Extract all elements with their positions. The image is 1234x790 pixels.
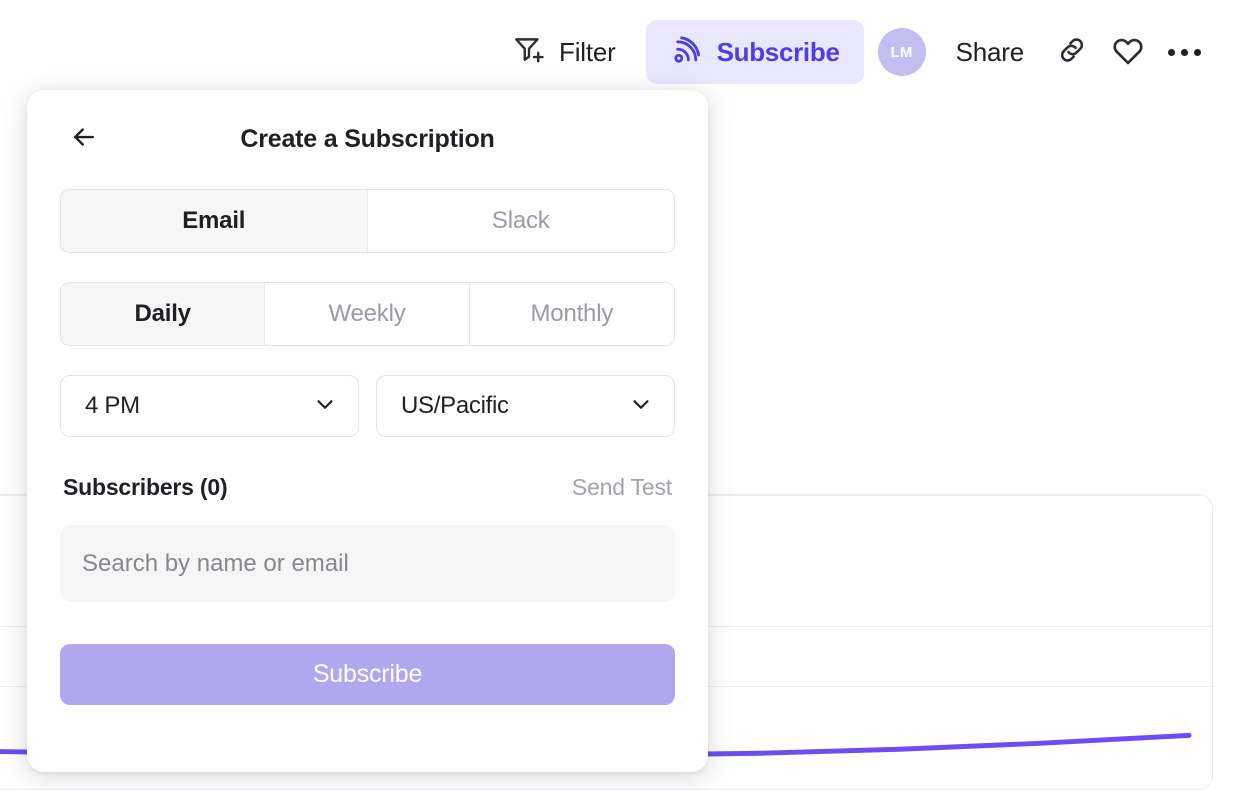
subscribe-label: Subscribe <box>716 36 840 67</box>
frequency-option-monthly[interactable]: Monthly <box>469 283 674 345</box>
back-button[interactable] <box>61 117 107 163</box>
channel-segmented-control: Email Slack <box>60 189 675 253</box>
share-label: Share <box>955 36 1025 67</box>
schedule-row: 4 PM US/Pacific <box>60 375 675 437</box>
create-subscription-modal: Create a Subscription Email Slack Daily … <box>27 90 708 772</box>
heart-icon <box>1109 31 1147 74</box>
timezone-select[interactable]: US/Pacific <box>376 375 675 437</box>
filter-button[interactable]: Filter <box>494 20 634 84</box>
modal-header: Create a Subscription <box>27 90 708 189</box>
subscribers-heading: Subscribers (0) <box>63 474 228 500</box>
avatar[interactable]: LM <box>877 28 926 76</box>
time-select[interactable]: 4 PM <box>60 375 359 437</box>
channel-option-email[interactable]: Email <box>61 190 368 252</box>
modal-body: Email Slack Daily Weekly Monthly 4 PM US… <box>27 189 708 705</box>
frequency-segmented-control: Daily Weekly Monthly <box>60 282 675 346</box>
filter-label: Filter <box>559 36 616 67</box>
avatar-initials: LM <box>890 43 913 61</box>
filter-plus-icon <box>512 33 546 72</box>
share-button[interactable]: Share <box>940 20 1040 84</box>
chevron-down-icon <box>628 391 654 422</box>
top-toolbar: Filter Subscribe LM Share <box>0 0 1234 104</box>
more-horizontal-icon <box>1167 48 1201 56</box>
chevron-down-icon <box>312 391 338 422</box>
channel-option-slack[interactable]: Slack <box>367 190 674 252</box>
subscribers-header: Subscribers (0) Send Test <box>60 474 675 501</box>
subscribe-submit-button[interactable]: Subscribe <box>60 644 675 705</box>
link-icon <box>1054 32 1090 73</box>
page-title: Create a Subscription <box>240 125 495 153</box>
more-options-button[interactable] <box>1156 24 1212 80</box>
frequency-option-daily[interactable]: Daily <box>61 283 266 345</box>
subscriber-search-input[interactable] <box>60 525 675 602</box>
arrow-left-icon <box>69 122 99 157</box>
subscribe-button[interactable]: Subscribe <box>645 20 864 84</box>
timezone-select-value: US/Pacific <box>401 392 509 419</box>
rss-icon <box>670 33 704 72</box>
send-test-button[interactable]: Send Test <box>571 474 672 500</box>
frequency-option-weekly[interactable]: Weekly <box>265 283 470 345</box>
favorite-button[interactable] <box>1100 24 1156 80</box>
copy-link-button[interactable] <box>1044 24 1100 80</box>
time-select-value: 4 PM <box>85 392 140 419</box>
